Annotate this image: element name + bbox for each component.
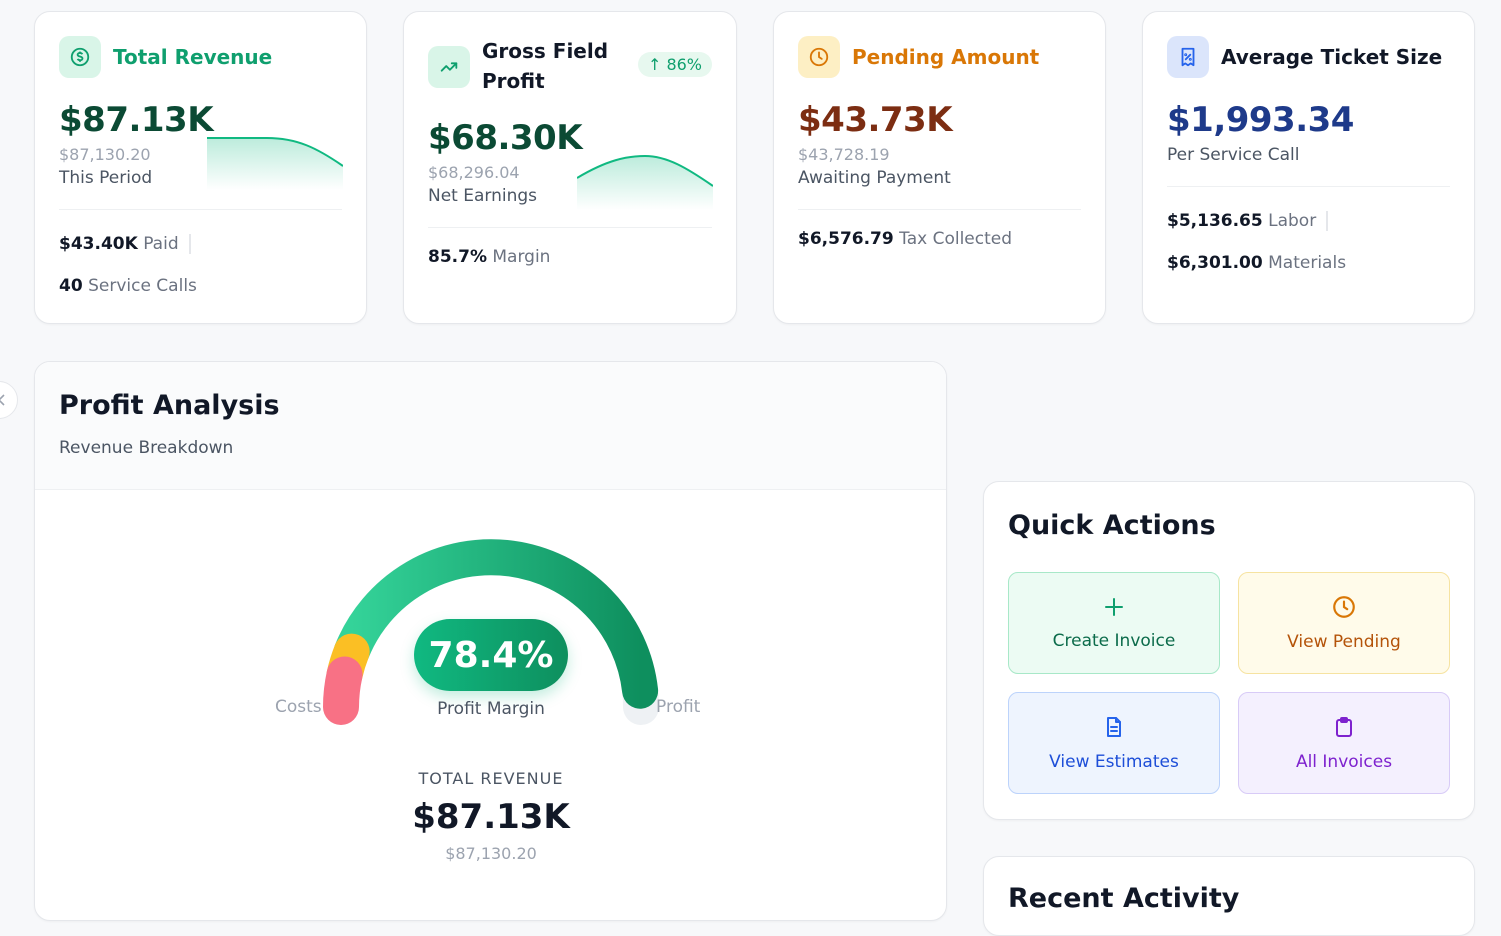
clock-icon [798,36,840,78]
all-invoices-button[interactable]: All Invoices [1238,692,1450,794]
margin-label: Profit Margin [437,699,545,719]
view-estimates-button[interactable]: View Estimates [1008,692,1220,794]
receipt-icon [1167,36,1209,78]
clock-icon [1333,596,1355,618]
create-invoice-button[interactable]: Create Invoice [1008,572,1220,674]
panel-header [35,362,946,490]
card-title: Pending Amount [852,45,1040,69]
profit-label: Profit [656,697,701,717]
divider [428,227,712,228]
document-icon [1107,717,1121,737]
average-ticket-card: Average Ticket Size $1,993.34 Per Servic… [1142,11,1475,324]
total-revenue-value: $87.13K [59,100,214,140]
quick-actions-panel: Quick Actions Create Invoice View Pendin… [983,481,1475,820]
total-revenue-exact: $87,130.20 [445,844,537,863]
card-title: Gross Field Profit [482,39,609,93]
button-label: Create Invoice [1052,631,1176,651]
divider [1167,186,1450,187]
pending-exact: $43,728.19 [798,145,890,164]
arrow-up-icon: ↑ [647,55,662,74]
margin-stat: 85.7% Margin [428,247,551,267]
recent-activity-panel: Recent Activity [983,856,1475,936]
paid-stat: $43.40K Paid [59,234,191,254]
divider [798,209,1081,210]
revenue-sparkline [207,137,343,190]
total-revenue-amount: $87.13K [412,797,570,837]
period-caption: This Period [59,168,153,188]
card-title: Average Ticket Size [1221,45,1443,69]
costs-label: Costs [275,697,322,717]
pending-amount-card: Pending Amount $43.73K $43,728.19 Awaiti… [773,11,1106,324]
button-label: View Estimates [1049,752,1179,772]
service-calls-stat: 40 Service Calls [59,276,197,296]
total-revenue-label: TOTAL REVENUE [418,769,564,788]
button-label: View Pending [1287,632,1401,652]
card-title: Total Revenue [113,45,273,69]
pending-value: $43.73K [798,100,953,140]
panel-title: Profit Analysis [59,390,280,421]
per-call-caption: Per Service Call [1167,145,1300,165]
button-label: All Invoices [1295,752,1393,772]
growth-badge: ↑ 86% [637,52,712,77]
gross-profit-exact: $68,296.04 [428,163,520,182]
view-pending-button[interactable]: View Pending [1238,572,1450,674]
materials-stat: $6,301.00 Materials [1167,253,1347,273]
gross-field-profit-card: Gross Field Profit ↑ 86% $68.30K $68,296… [403,11,737,324]
plus-icon [1105,598,1123,616]
total-revenue-card: Total Revenue $87.13K $87,130.20 This Pe… [34,11,367,324]
labor-stat: $5,136.65 Labor [1167,211,1329,231]
tax-collected-stat: $6,576.79 Tax Collected [798,229,1013,249]
panel-title: Recent Activity [1008,883,1240,914]
panel-title: Quick Actions [1008,510,1216,541]
panel-subtitle: Revenue Breakdown [59,438,234,458]
margin-value-pill: 78.4% [414,619,568,691]
profit-analysis-panel: Profit Analysis Revenue Breakdown 78.4% … [34,361,947,921]
gauge-costs-arc [323,656,363,725]
average-ticket-value: $1,993.34 [1167,100,1354,140]
profit-margin-gauge [323,539,659,725]
gauge-profit-arc [333,539,659,709]
dollar-icon [59,36,101,78]
chevron-left-icon[interactable] [0,381,18,419]
gross-profit-value: $68.30K [428,118,583,158]
net-earnings-caption: Net Earnings [428,186,538,206]
profit-sparkline [577,154,713,210]
clipboard-icon [1336,717,1352,737]
total-revenue-exact: $87,130.20 [59,145,151,164]
trending-up-icon [428,46,470,88]
divider [59,209,342,210]
awaiting-caption: Awaiting Payment [798,168,951,188]
